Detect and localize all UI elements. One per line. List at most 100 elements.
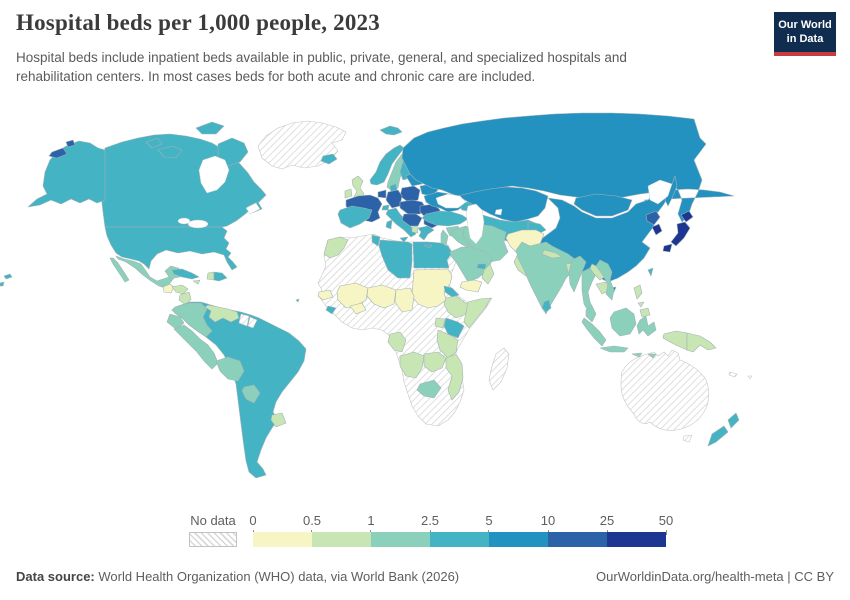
country-mongolia[interactable] — [573, 193, 633, 217]
country-haiti[interactable] — [206, 271, 215, 281]
country-guinea[interactable] — [325, 305, 337, 315]
country-ecuador[interactable] — [166, 313, 185, 330]
country-usa-alaska[interactable] — [27, 140, 106, 208]
legend-tick-label: 0 — [249, 513, 257, 528]
map-legend: No data 0 0.5 1 2.5 5 10 25 50 — [0, 510, 850, 555]
country-kazakhstan[interactable] — [457, 186, 549, 223]
country-fiji[interactable] — [747, 375, 753, 380]
owid-logo[interactable]: Our World in Data — [774, 12, 836, 56]
pacific-islands[interactable] — [295, 298, 300, 303]
country-albania[interactable] — [411, 225, 419, 234]
no-data-label: No data — [190, 513, 236, 528]
country-new-zealand[interactable] — [707, 412, 740, 447]
country-jordan-israel[interactable] — [440, 229, 449, 247]
country-sri-lanka[interactable] — [541, 299, 552, 313]
country-iceland[interactable] — [320, 153, 338, 165]
credit-link[interactable]: OurWorldinData.org/health-meta | CC BY — [596, 569, 834, 584]
country-south-korea[interactable] — [651, 223, 663, 236]
country-angola[interactable] — [399, 351, 425, 379]
data-source-text: Data source: World Health Organization (… — [16, 569, 459, 584]
country-canada-victoria-island[interactable] — [157, 145, 183, 159]
country-poland[interactable] — [399, 185, 421, 203]
country-svalbard[interactable] — [379, 125, 403, 136]
country-indonesia[interactable] — [581, 307, 657, 359]
country-benelux[interactable] — [377, 189, 387, 199]
country-niger[interactable] — [366, 284, 397, 309]
country-new-caledonia[interactable] — [728, 371, 738, 378]
country-gabon-congo[interactable] — [387, 331, 407, 353]
country-zambia[interactable] — [423, 351, 447, 373]
country-kenya[interactable] — [443, 317, 465, 339]
country-cuba[interactable] — [171, 268, 200, 280]
legend-tick-label: 2.5 — [420, 513, 440, 528]
legend-tick-label: 0.5 — [302, 513, 322, 528]
country-papua-new-guinea[interactable] — [686, 332, 717, 353]
country-colombia[interactable] — [171, 302, 213, 338]
legend-bin[interactable] — [489, 532, 548, 547]
country-tanzania[interactable] — [436, 329, 459, 359]
country-alaska-patch[interactable] — [48, 139, 76, 159]
country-uruguay[interactable] — [270, 412, 287, 428]
legend-bin[interactable] — [253, 532, 312, 547]
country-dominican-republic[interactable] — [213, 271, 228, 282]
country-spain[interactable] — [337, 205, 373, 229]
country-north-korea[interactable] — [645, 210, 661, 226]
legend-tick-labels: 0 0.5 1 2.5 5 10 25 50 — [249, 513, 673, 535]
country-india[interactable] — [515, 241, 585, 315]
legend-bin[interactable] — [430, 532, 489, 547]
country-uganda[interactable] — [434, 317, 446, 329]
country-ireland[interactable] — [344, 188, 353, 199]
country-yemen[interactable] — [459, 279, 483, 293]
country-taiwan[interactable] — [647, 267, 654, 277]
country-mozambique[interactable] — [445, 353, 464, 401]
country-morocco[interactable] — [323, 236, 349, 259]
country-nepal[interactable] — [541, 249, 563, 259]
legend-bin[interactable] — [312, 532, 371, 547]
country-usa[interactable] — [104, 226, 238, 271]
country-burkina-faso[interactable] — [349, 302, 367, 315]
country-canada-ellesmere-island[interactable] — [195, 121, 225, 135]
world-choropleth-map — [0, 112, 753, 479]
country-norway[interactable] — [369, 144, 405, 186]
country-honduras[interactable] — [171, 284, 189, 295]
country-turkey[interactable] — [421, 210, 469, 227]
country-vietnam[interactable] — [595, 259, 615, 301]
country-switzerland[interactable] — [381, 204, 390, 211]
region-south-america[interactable] — [171, 301, 307, 479]
country-french-guiana[interactable] — [247, 316, 258, 329]
country-australia[interactable] — [620, 349, 710, 431]
country-japan[interactable] — [662, 210, 694, 253]
legend-tick-mark — [665, 530, 667, 535]
legend-bin[interactable] — [548, 532, 607, 547]
country-philippines[interactable] — [633, 284, 651, 318]
country-guatemala[interactable] — [162, 283, 175, 294]
country-paraguay[interactable] — [241, 384, 261, 404]
country-somalia[interactable] — [463, 297, 492, 329]
country-senegal[interactable] — [317, 289, 334, 301]
country-myanmar[interactable] — [568, 255, 587, 293]
country-tasmania[interactable] — [682, 434, 693, 443]
country-botswana[interactable] — [416, 379, 442, 399]
no-data-swatch[interactable] — [189, 532, 237, 547]
country-jamaica[interactable] — [192, 279, 201, 285]
legend-bin[interactable] — [607, 532, 666, 547]
legend-tick-label: 25 — [599, 513, 615, 528]
country-suriname[interactable] — [238, 313, 250, 327]
country-uae[interactable] — [476, 263, 487, 270]
country-italy[interactable] — [385, 207, 417, 243]
country-indonesia-papua[interactable] — [662, 330, 688, 351]
country-usa-hawaii[interactable] — [0, 273, 13, 287]
country-nicaragua[interactable] — [178, 291, 192, 306]
legend-color-bar — [253, 532, 666, 547]
country-bolivia[interactable] — [215, 356, 245, 382]
country-canada-banks-island[interactable] — [145, 137, 163, 149]
country-malaysia[interactable] — [585, 305, 597, 323]
legend-bin[interactable] — [371, 532, 430, 547]
country-sakhalin[interactable] — [664, 175, 678, 207]
country-tunisia[interactable] — [371, 234, 381, 247]
country-venezuela[interactable] — [204, 304, 240, 323]
country-western-balkans[interactable] — [401, 213, 423, 227]
country-chad[interactable] — [394, 287, 415, 313]
country-thailand[interactable] — [581, 267, 597, 315]
country-madagascar[interactable] — [488, 347, 510, 391]
